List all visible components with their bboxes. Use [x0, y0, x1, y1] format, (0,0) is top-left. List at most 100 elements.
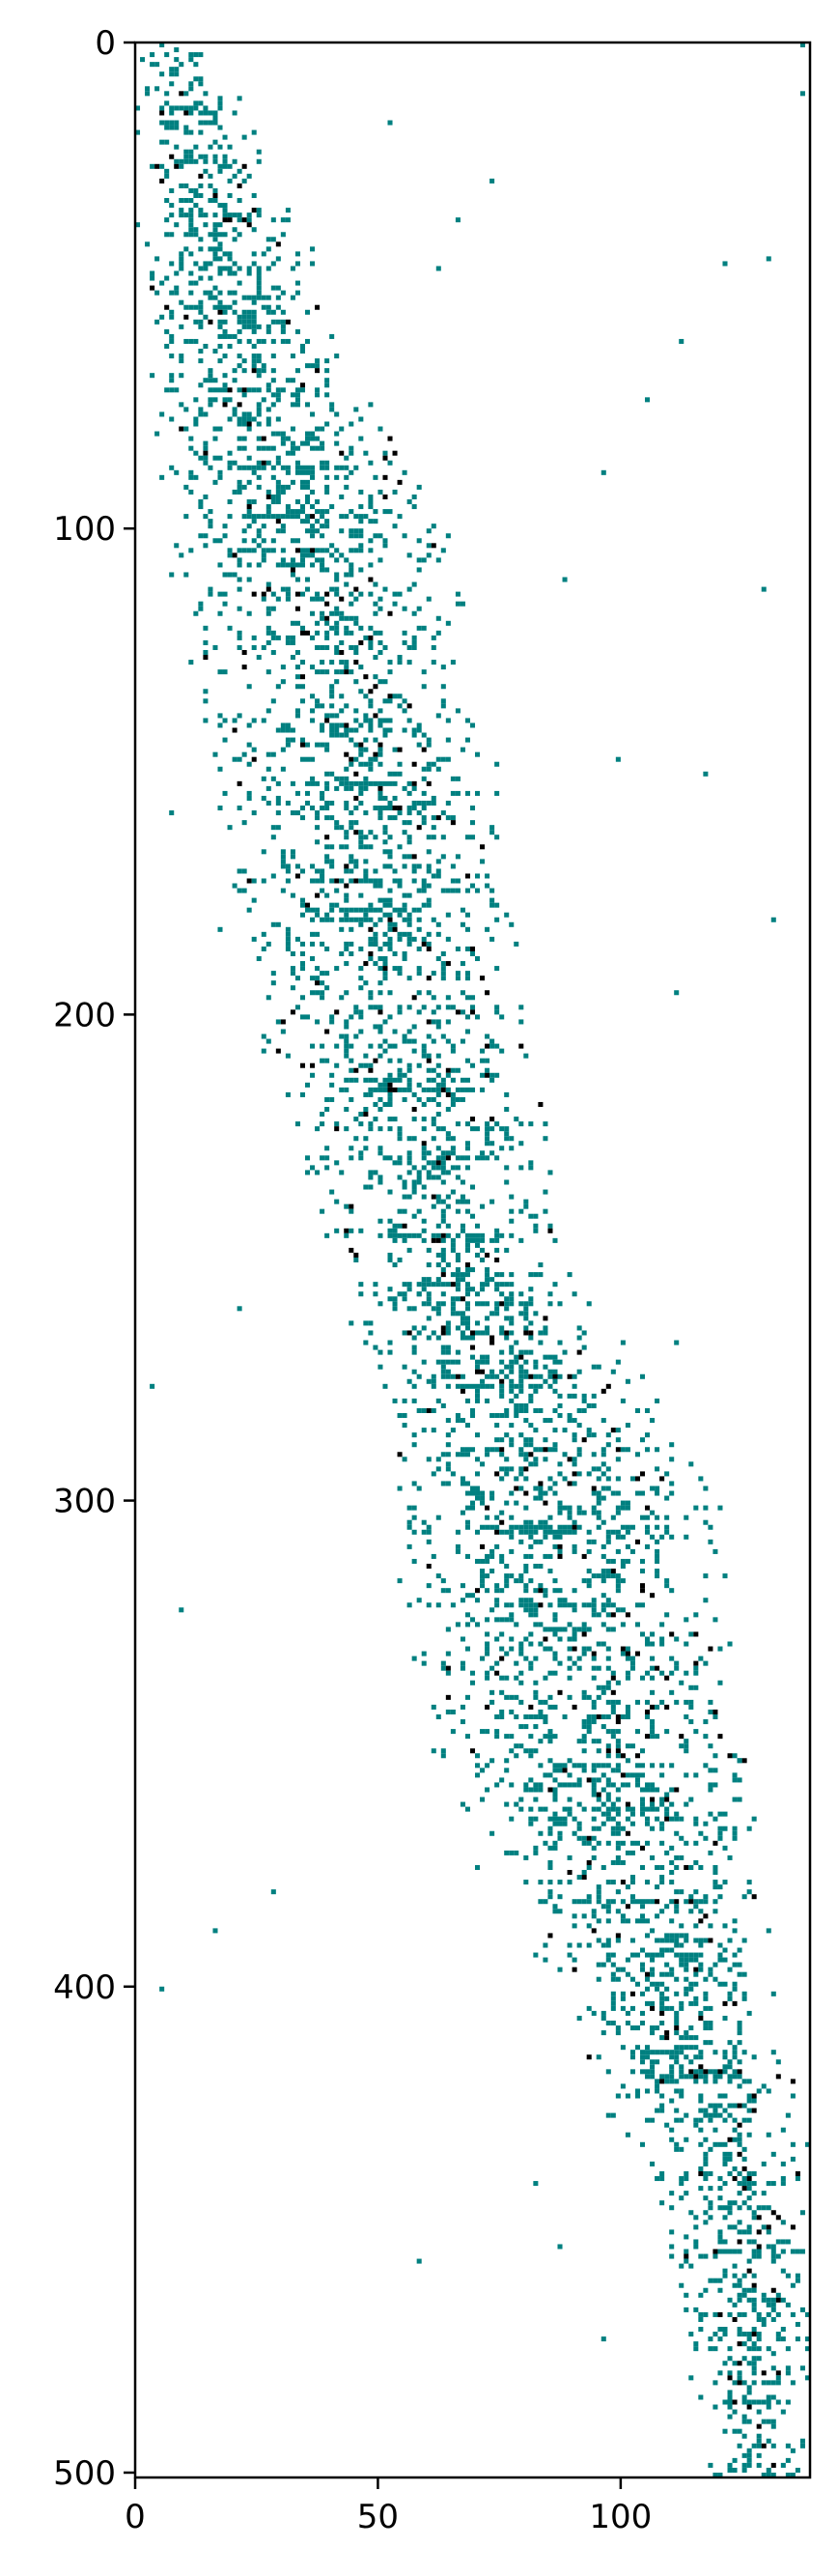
matrix-cell	[790, 2249, 796, 2254]
matrix-cell	[261, 295, 266, 300]
matrix-cell	[368, 402, 374, 408]
matrix-cell	[232, 237, 237, 242]
matrix-cell	[655, 1539, 660, 1544]
matrix-cell	[746, 2385, 752, 2391]
matrix-cell	[174, 285, 180, 291]
matrix-cell	[751, 2210, 757, 2216]
matrix-cell	[188, 660, 194, 665]
matrix-cell	[674, 1854, 680, 1860]
matrix-cell	[203, 120, 209, 126]
matrix-cell	[727, 1967, 733, 1972]
matrix-cell	[538, 1588, 544, 1594]
matrix-cell	[339, 450, 345, 456]
matrix-cell	[435, 1398, 441, 1403]
matrix-cell	[732, 1986, 738, 1992]
matrix-cell	[421, 1228, 427, 1233]
matrix-cell	[639, 1675, 646, 1681]
matrix-cell	[358, 416, 364, 422]
matrix-cell	[188, 110, 194, 116]
matrix-cell	[203, 222, 209, 228]
matrix-cell	[363, 810, 369, 816]
matrix-cell	[591, 1835, 597, 1841]
matrix-cell	[552, 1407, 558, 1413]
matrix-cell	[552, 1651, 558, 1656]
matrix-cell	[562, 1763, 568, 1769]
matrix-cell	[485, 1058, 490, 1063]
matrix-cell	[349, 756, 354, 762]
matrix-cell	[261, 524, 266, 529]
matrix-cell	[804, 2141, 810, 2147]
matrix-cell	[270, 698, 276, 704]
matrix-cell	[329, 684, 335, 690]
matrix-cell	[464, 1301, 470, 1307]
matrix-cell	[227, 499, 233, 505]
matrix-cell	[509, 1359, 515, 1365]
matrix-cell	[591, 1539, 597, 1544]
matrix-cell	[265, 460, 271, 466]
matrix-cell	[285, 217, 291, 223]
matrix-cell	[445, 1359, 451, 1365]
matrix-cell	[315, 980, 321, 986]
matrix-cell	[485, 990, 490, 996]
matrix-cell	[411, 504, 417, 510]
matrix-cell	[751, 2399, 757, 2405]
matrix-cell	[275, 256, 281, 262]
matrix-cell	[402, 727, 407, 733]
matrix-cell	[464, 1612, 470, 1618]
matrix-cell	[669, 1481, 675, 1486]
matrix-cell	[504, 1675, 510, 1681]
matrix-cell	[494, 1602, 500, 1608]
matrix-cell	[605, 1558, 611, 1564]
matrix-cell	[373, 835, 378, 840]
matrix-cell	[217, 722, 223, 728]
matrix-cell	[698, 2166, 704, 2171]
matrix-cell	[310, 976, 316, 981]
matrix-cell	[203, 718, 209, 723]
matrix-cell	[620, 1558, 626, 1564]
matrix-cell	[251, 644, 257, 650]
matrix-cell	[169, 203, 175, 209]
matrix-cell	[368, 538, 374, 544]
matrix-cell	[310, 907, 316, 913]
matrix-cell	[679, 1889, 684, 1895]
matrix-cell	[591, 1928, 597, 1934]
matrix-cell	[387, 1101, 393, 1107]
matrix-cell	[499, 1014, 505, 1020]
matrix-cell	[222, 203, 228, 209]
matrix-cell	[397, 936, 403, 942]
matrix-cell	[294, 509, 300, 515]
matrix-cell	[334, 1121, 340, 1127]
matrix-cell	[435, 1087, 441, 1092]
matrix-cell	[320, 426, 325, 432]
matrix-cell	[737, 2191, 742, 2196]
matrix-cell	[373, 509, 378, 515]
matrix-cell	[334, 1043, 340, 1049]
matrix-cell	[431, 1378, 436, 1384]
matrix-cell	[523, 1452, 529, 1458]
matrix-cell	[557, 1500, 563, 1506]
matrix-cell	[339, 780, 345, 786]
matrix-cell	[629, 1938, 635, 1943]
matrix-cell	[227, 572, 233, 578]
matrix-cell	[679, 338, 684, 344]
matrix-cell	[596, 1976, 601, 1982]
matrix-cell	[547, 1418, 553, 1424]
matrix-cell	[790, 2224, 796, 2230]
matrix-cell	[251, 416, 257, 422]
matrix-cell	[241, 411, 247, 417]
matrix-cell	[241, 392, 247, 398]
matrix-cell	[402, 931, 407, 937]
matrix-cell	[610, 1830, 616, 1836]
matrix-cell	[567, 1413, 573, 1419]
matrix-cell	[533, 1689, 539, 1695]
matrix-cell	[275, 810, 281, 816]
matrix-cell	[426, 543, 432, 549]
matrix-cell	[567, 1952, 573, 1958]
matrix-cell	[222, 533, 228, 539]
matrix-cell	[518, 1369, 524, 1374]
matrix-cell	[315, 669, 321, 675]
matrix-cell	[722, 2054, 728, 2060]
matrix-cell	[572, 1913, 577, 1919]
matrix-cell	[261, 538, 266, 544]
